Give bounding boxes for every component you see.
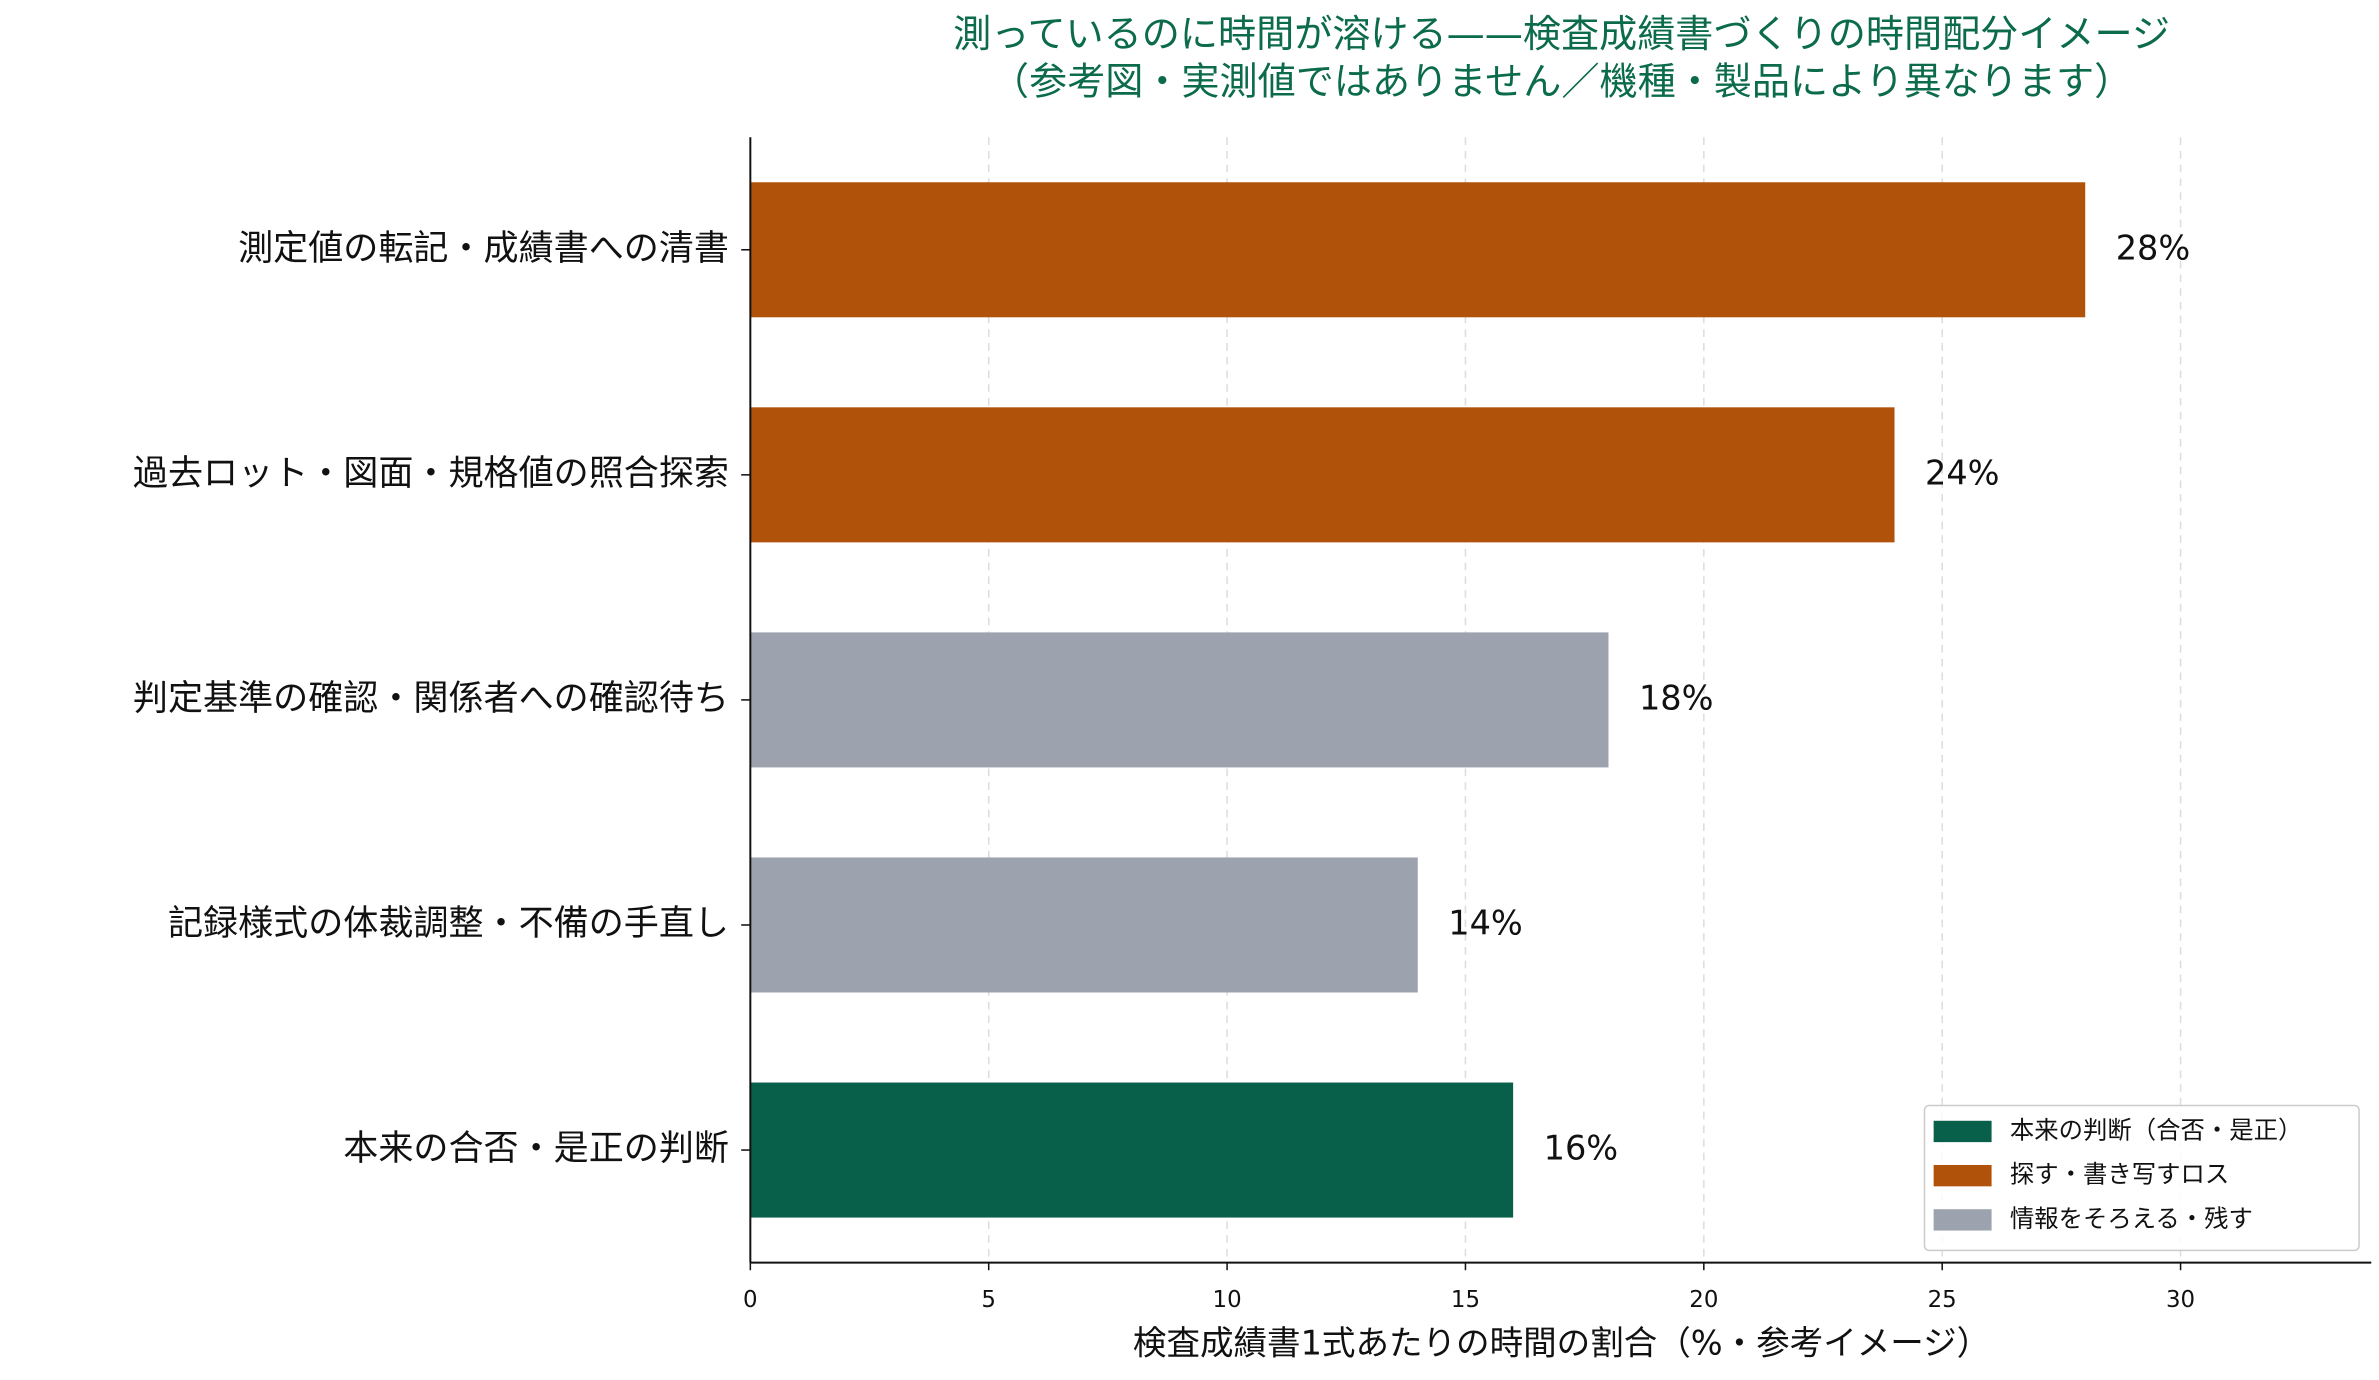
chart-subtitle: （参考図・実測値ではありません／機種・製品により異なります） <box>991 59 2132 103</box>
legend-label: 情報をそろえる・残す <box>2010 1204 2253 1233</box>
y-tick-label: 本来の合否・是正の判断 <box>343 1128 729 1169</box>
x-tick-label: 5 <box>981 1287 996 1313</box>
x-tick-label: 20 <box>1689 1287 1718 1313</box>
x-tick-label: 15 <box>1451 1287 1480 1313</box>
y-tick-label: 記録様式の体裁調整・不備の手直し <box>168 903 729 944</box>
bar <box>750 407 1895 543</box>
x-tick-label: 10 <box>1213 1287 1242 1313</box>
x-tick-label: 25 <box>1928 1287 1957 1313</box>
value-label: 24% <box>1925 453 2000 492</box>
chart-title: 測っているのに時間が溶ける——検査成績書づくりの時間配分イメージ <box>953 12 2170 56</box>
legend-box <box>1923 1104 2360 1252</box>
legend-label: 本来の判断（合否・是正） <box>2010 1115 2303 1144</box>
x-axis-label: 検査成績書1式あたりの時間の割合（%・参考イメージ） <box>1133 1323 1990 1362</box>
value-label: 28% <box>2116 228 2191 267</box>
legend-swatch <box>1933 1120 1992 1143</box>
y-tick-label: 判定基準の確認・関係者への確認待ち <box>133 678 729 719</box>
legend-swatch <box>1933 1164 1992 1187</box>
bar <box>750 1082 1514 1218</box>
legend-swatch <box>1933 1209 1992 1231</box>
legend-label: 探す・書き写すロス <box>2010 1160 2229 1189</box>
value-label: 18% <box>1639 678 1714 717</box>
value-label: 14% <box>1448 903 1523 942</box>
x-tick-label: 30 <box>2166 1287 2195 1313</box>
value-label: 16% <box>1544 1129 1619 1168</box>
y-tick-label: 測定値の転記・成績書への清書 <box>238 228 729 269</box>
x-tick-label: 0 <box>743 1287 758 1313</box>
bar <box>750 182 2086 318</box>
y-tick-label: 過去ロット・図面・規格値の照合探索 <box>133 453 729 494</box>
bar <box>750 857 1418 993</box>
bar <box>750 632 1609 768</box>
